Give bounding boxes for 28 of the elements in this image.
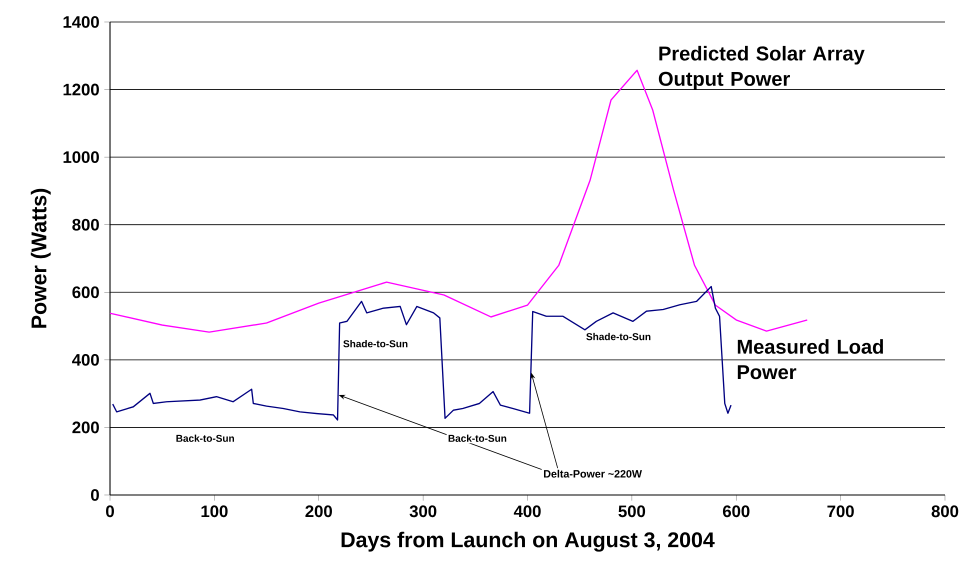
annotation: Delta-Power ~220W xyxy=(544,470,642,478)
x-tick-label: 600 xyxy=(722,505,750,518)
y-tick-label: 0 xyxy=(91,489,99,501)
x-axis-title: Days from Launch on August 3, 2004 xyxy=(342,532,715,552)
annotation: Shade-to-Sun xyxy=(586,332,650,340)
x-tick-label: 300 xyxy=(410,505,436,518)
y-tick-label: 800 xyxy=(72,218,99,231)
annotation: Back-to-Sun xyxy=(448,434,506,442)
annotation: Back-to-Sun xyxy=(176,434,234,442)
x-tick-label: 800 xyxy=(932,505,958,518)
x-tick-label: 200 xyxy=(305,505,332,518)
y-tick-label: 400 xyxy=(72,354,99,366)
line-series xyxy=(109,70,808,333)
line-series xyxy=(112,286,732,421)
x-tick-label: 500 xyxy=(618,505,646,518)
x-tick-label: 0 xyxy=(106,505,114,518)
x-tick-label: 700 xyxy=(827,505,854,518)
series-label: Predicted Solar Array Output Power xyxy=(658,46,865,90)
y-tick-label: 200 xyxy=(72,422,99,434)
x-tick-label: 100 xyxy=(202,505,228,518)
y-tick-label: 1000 xyxy=(64,151,99,164)
y-tick-label: 600 xyxy=(72,286,99,298)
annotation: Shade-to-Sun xyxy=(343,340,408,348)
x-tick-label: 400 xyxy=(514,505,541,518)
y-tick-label: 1400 xyxy=(64,16,99,28)
y-tick-label: 1200 xyxy=(64,84,99,96)
series-label: Measured Load Power xyxy=(738,339,883,380)
y-axis-title: Power (Watts) xyxy=(30,188,51,328)
